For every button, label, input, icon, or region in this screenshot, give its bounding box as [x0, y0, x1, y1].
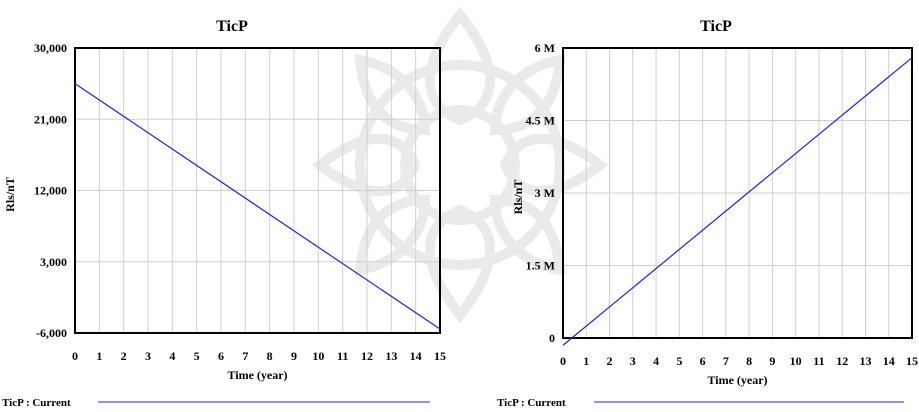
y-tick-label: 3,000	[40, 255, 67, 269]
x-tick-label: 9	[769, 354, 775, 368]
x-tick-label: 3	[630, 354, 636, 368]
series-line	[562, 57, 913, 346]
plot-frame	[74, 47, 441, 334]
chart-title: TicP	[700, 18, 732, 35]
x-tick-label: 11	[813, 354, 824, 368]
x-tick-label: 8	[746, 354, 752, 368]
y-tick-label: 4.5 M	[526, 114, 555, 128]
y-tick-label: -6,000	[36, 326, 67, 340]
x-tick-label: 10	[312, 349, 324, 363]
x-tick-label: 12	[836, 354, 848, 368]
x-tick-label: 7	[723, 354, 729, 368]
x-tick-label: 9	[291, 349, 297, 363]
x-tick-label: 11	[337, 349, 348, 363]
x-tick-label: 1	[583, 354, 589, 368]
x-tick-label: 13	[385, 349, 397, 363]
x-axis-label: Time (year)	[707, 373, 767, 387]
series-line	[74, 83, 441, 330]
x-tick-label: 1	[96, 349, 102, 363]
x-tick-label: 10	[790, 354, 802, 368]
x-tick-label: 8	[267, 349, 273, 363]
y-tick-label: 21,000	[34, 112, 67, 126]
x-tick-label: 0	[72, 349, 78, 363]
x-tick-label: 4	[653, 354, 659, 368]
x-tick-label: 5	[194, 349, 200, 363]
x-tick-label: 6	[700, 354, 706, 368]
y-tick-label: 6 M	[535, 41, 555, 55]
x-tick-label: 3	[145, 349, 151, 363]
x-tick-label: 14	[410, 349, 422, 363]
y-tick-label: 30,000	[34, 41, 67, 55]
x-tick-label: 15	[906, 354, 918, 368]
y-tick-label: 0	[549, 331, 555, 345]
x-tick-label: 4	[169, 349, 175, 363]
y-tick-label: 3 M	[535, 186, 555, 200]
x-tick-label: 2	[607, 354, 613, 368]
watermark-ornament	[311, 6, 609, 324]
y-axis-label: Rls/nT	[511, 180, 525, 215]
x-tick-label: 12	[361, 349, 373, 363]
chart-title: TicP	[216, 18, 248, 35]
x-tick-label: 15	[434, 349, 446, 363]
x-tick-label: 5	[676, 354, 682, 368]
x-tick-label: 6	[218, 349, 224, 363]
x-axis-label: Time (year)	[227, 368, 287, 382]
x-tick-label: 14	[883, 354, 895, 368]
plot-frame	[562, 47, 913, 339]
x-tick-label: 2	[121, 349, 127, 363]
y-axis-label: Rls/nT	[3, 177, 17, 212]
legend-label: TicP : Current	[2, 397, 71, 409]
y-tick-label: 12,000	[34, 184, 67, 198]
x-tick-label: 13	[859, 354, 871, 368]
y-tick-label: 1.5 M	[526, 259, 555, 273]
legend-label: TicP : Current	[497, 397, 566, 409]
x-tick-label: 0	[560, 354, 566, 368]
x-tick-label: 7	[242, 349, 248, 363]
